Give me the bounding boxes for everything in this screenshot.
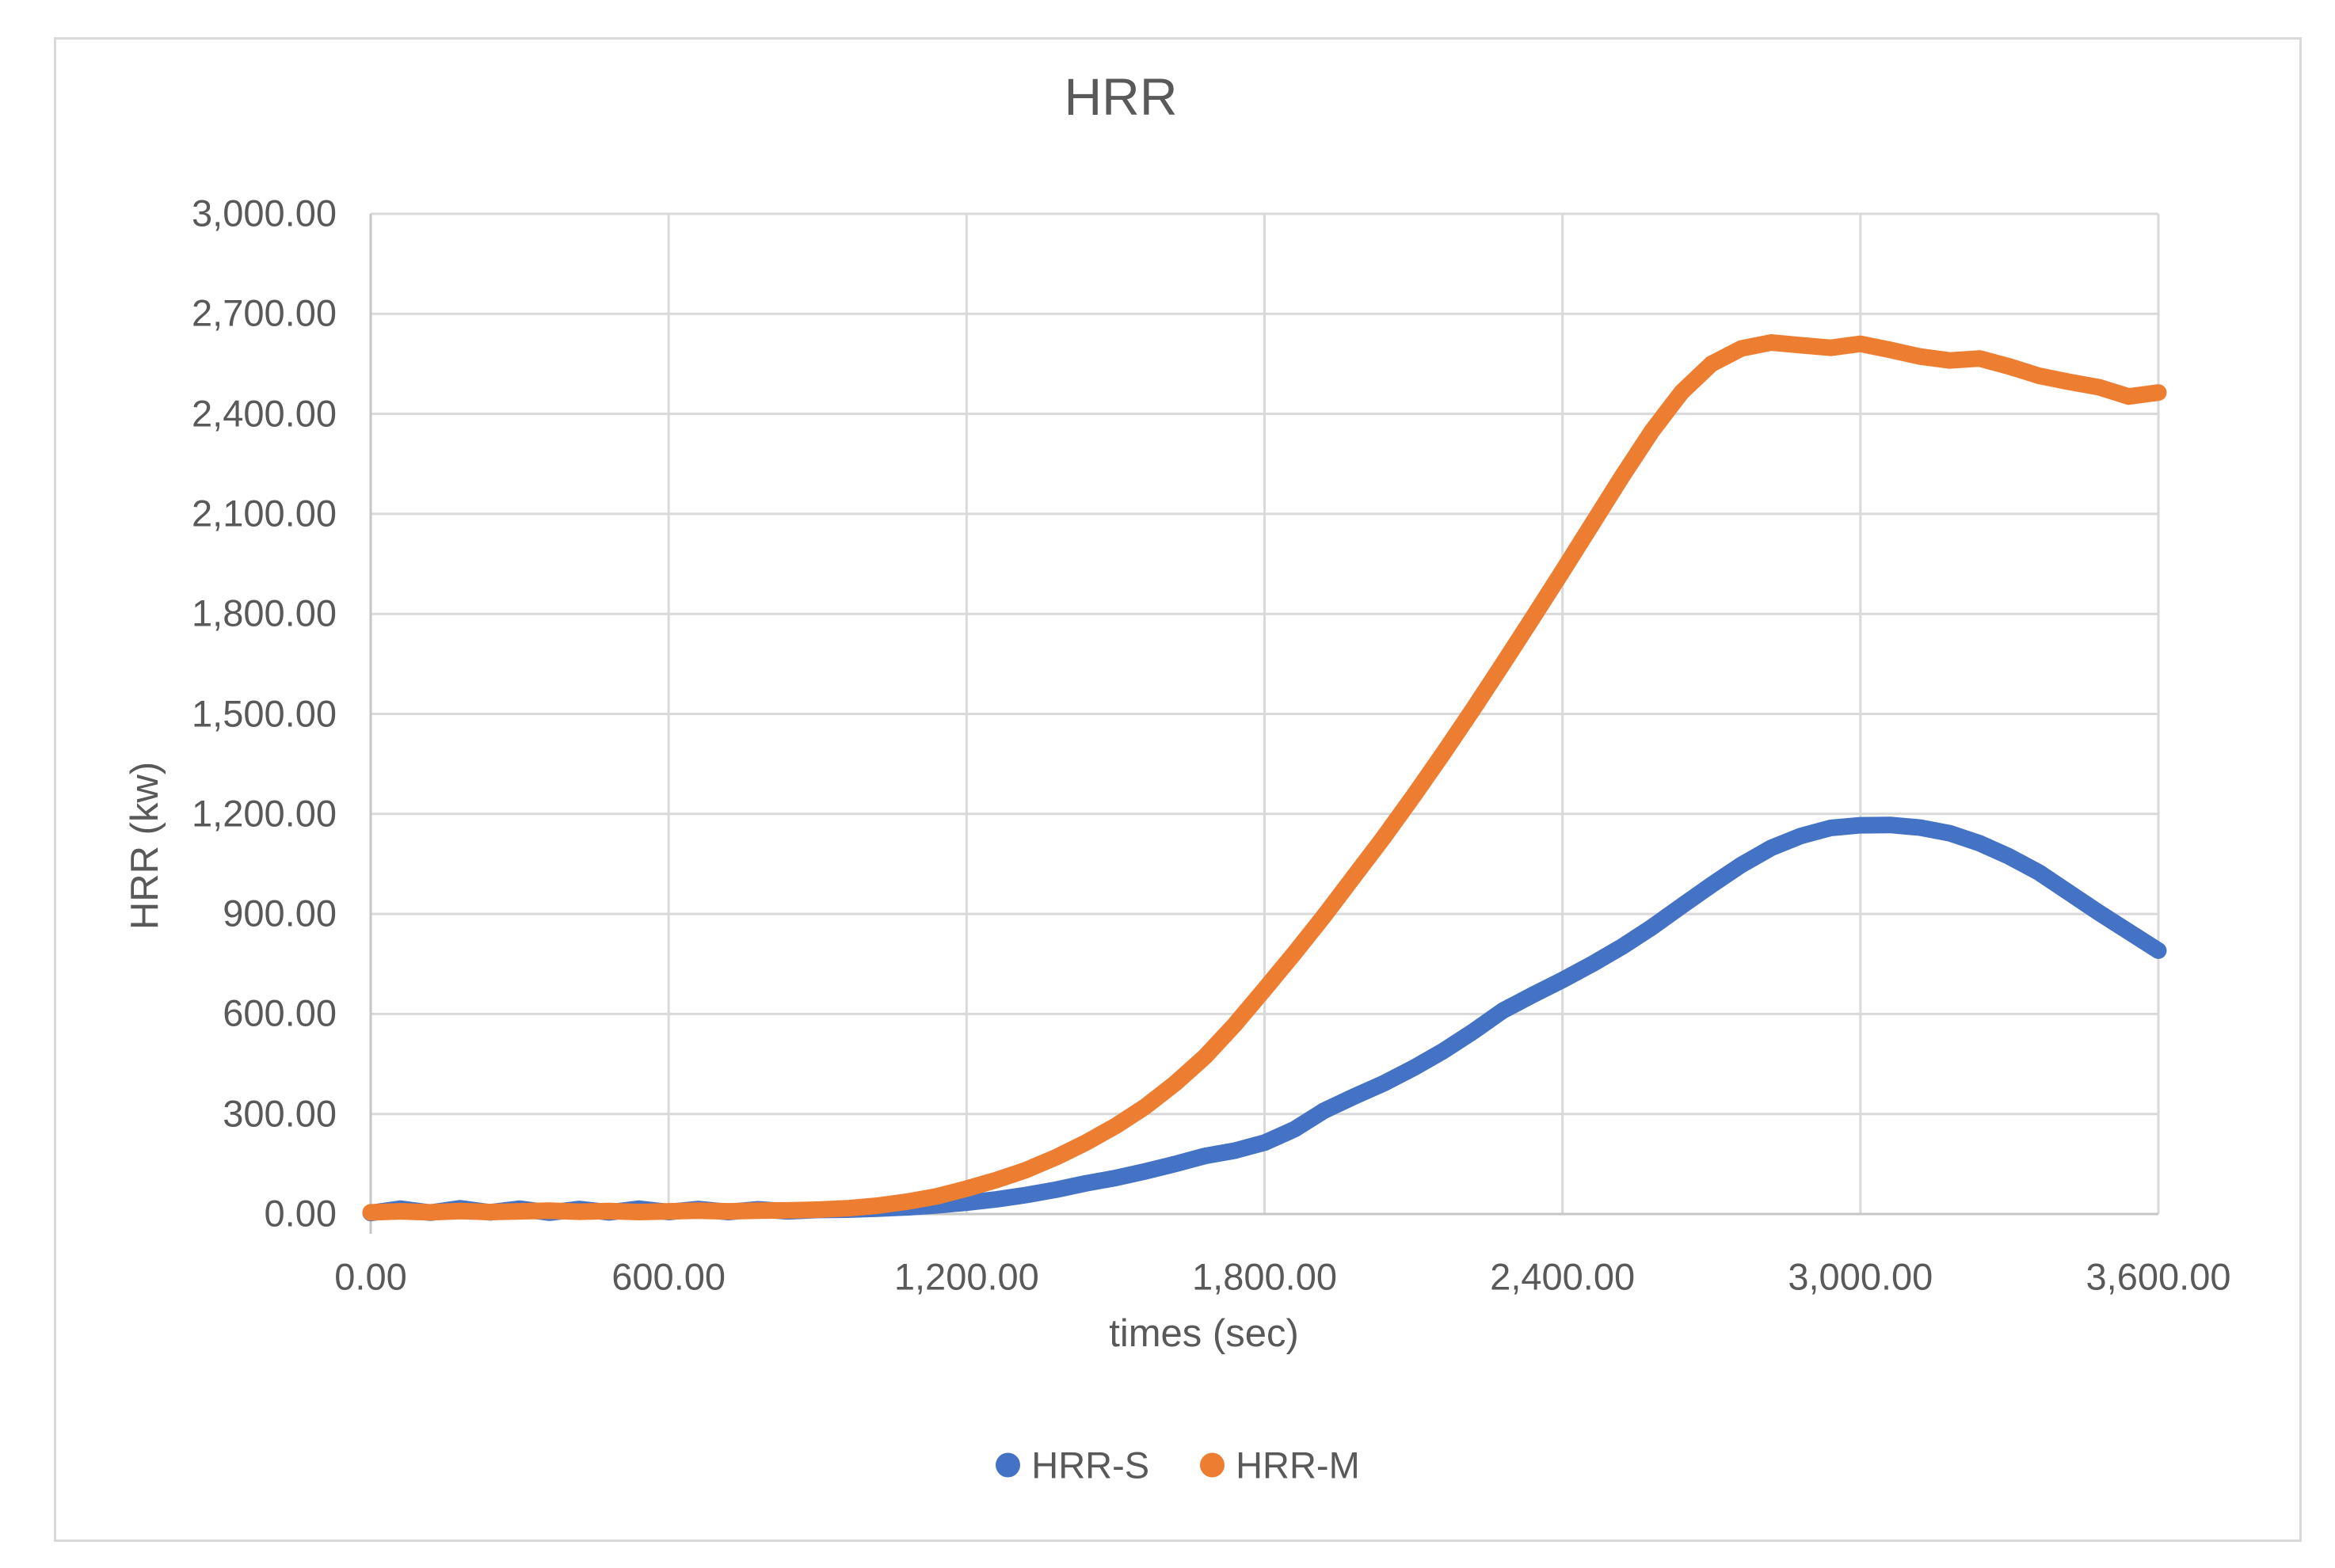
- legend-label: HRR-S: [1031, 1444, 1150, 1486]
- y-tick-label: 600.00: [223, 991, 337, 1034]
- y-tick-label: 1,500.00: [192, 691, 337, 734]
- x-tick-label: 3,600.00: [2086, 1255, 2231, 1298]
- chart-title: HRR: [1064, 67, 1178, 126]
- x-tick-label: 600.00: [611, 1255, 726, 1298]
- y-axis-title: HRR (kw): [124, 761, 166, 931]
- legend-label: HRR-M: [1236, 1444, 1360, 1486]
- legend: HRR-S HRR-M: [54, 1444, 2302, 1487]
- y-tick-label: 0.00: [264, 1192, 337, 1235]
- x-tick-label: 1,800.00: [1192, 1255, 1337, 1298]
- legend-item-hrr-s: HRR-S: [996, 1444, 1149, 1487]
- y-tick-label: 900.00: [223, 892, 337, 934]
- y-tick-label: 2,100.00: [192, 492, 337, 535]
- y-tick-label: 2,400.00: [192, 391, 337, 434]
- x-tick-label: 3,000.00: [1788, 1255, 1933, 1298]
- legend-marker-icon: [996, 1452, 1021, 1478]
- y-tick-label: 2,700.00: [192, 291, 337, 334]
- x-tick-label: 0.00: [334, 1255, 407, 1298]
- y-tick-label: 300.00: [223, 1092, 337, 1135]
- legend-marker-icon: [1200, 1452, 1225, 1478]
- hrr-m-line: [362, 334, 2167, 1221]
- y-tick-label: 1,200.00: [192, 792, 337, 835]
- legend-item-hrr-m: HRR-M: [1200, 1444, 1360, 1487]
- y-tick-label: 1,800.00: [192, 592, 337, 634]
- x-axis-title: times (sec): [1109, 1312, 1299, 1355]
- x-tick-label: 1,200.00: [893, 1255, 1039, 1298]
- chart-frame: [54, 37, 2302, 1542]
- x-tick-label: 2,400.00: [1490, 1255, 1636, 1298]
- y-tick-label: 3,000.00: [192, 192, 337, 234]
